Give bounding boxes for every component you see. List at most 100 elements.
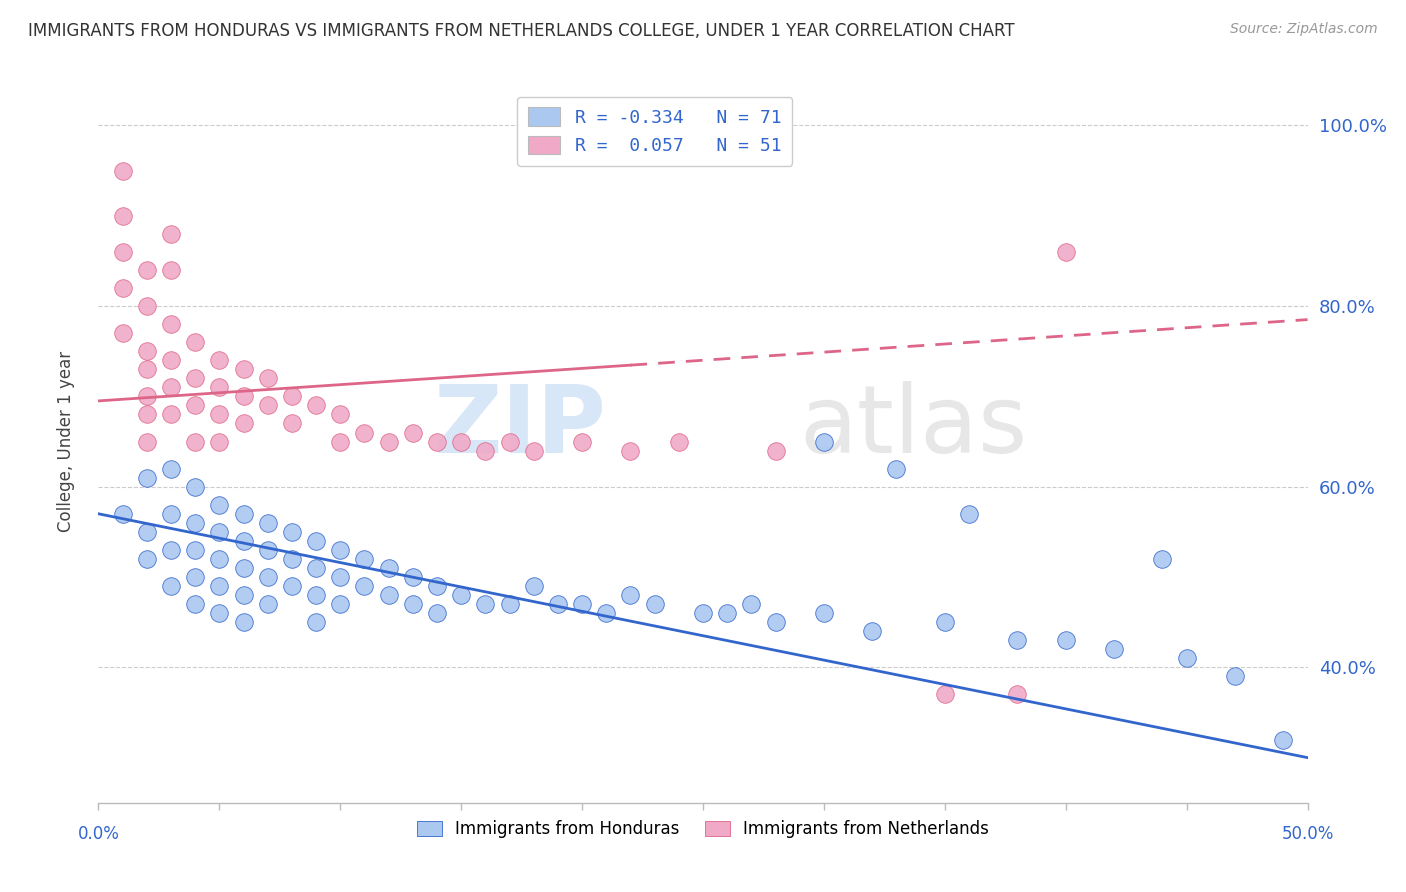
Text: 0.0%: 0.0% xyxy=(77,825,120,843)
Point xyxy=(619,588,641,602)
Legend: R = -0.334   N = 71, R =  0.057   N = 51: R = -0.334 N = 71, R = 0.057 N = 51 xyxy=(517,96,792,166)
Point xyxy=(184,480,207,494)
Point xyxy=(1007,633,1029,648)
Point xyxy=(160,461,183,475)
Point xyxy=(160,579,183,593)
Point xyxy=(135,524,157,539)
Point xyxy=(1152,552,1174,566)
Point xyxy=(232,507,254,521)
Point xyxy=(281,579,304,593)
Point xyxy=(208,552,231,566)
Point xyxy=(813,606,835,620)
Point xyxy=(450,588,472,602)
Point xyxy=(329,434,352,449)
Point xyxy=(547,597,569,611)
Point xyxy=(305,561,328,575)
Point xyxy=(523,443,546,458)
Point xyxy=(111,209,134,223)
Point xyxy=(208,498,231,512)
Point xyxy=(208,408,231,422)
Point xyxy=(281,552,304,566)
Text: IMMIGRANTS FROM HONDURAS VS IMMIGRANTS FROM NETHERLANDS COLLEGE, UNDER 1 YEAR CO: IMMIGRANTS FROM HONDURAS VS IMMIGRANTS F… xyxy=(28,22,1015,40)
Point xyxy=(232,561,254,575)
Point xyxy=(111,326,134,341)
Point xyxy=(571,434,593,449)
Point xyxy=(135,552,157,566)
Point xyxy=(402,570,425,584)
Point xyxy=(1054,633,1077,648)
Point xyxy=(934,687,956,701)
Point xyxy=(256,516,278,530)
Point xyxy=(256,542,278,557)
Point xyxy=(716,606,738,620)
Point xyxy=(450,434,472,449)
Point xyxy=(353,579,375,593)
Point xyxy=(160,317,183,331)
Point xyxy=(184,542,207,557)
Point xyxy=(135,299,157,313)
Point xyxy=(329,542,352,557)
Point xyxy=(135,344,157,359)
Point xyxy=(619,443,641,458)
Point xyxy=(1007,687,1029,701)
Point xyxy=(402,597,425,611)
Text: 50.0%: 50.0% xyxy=(1281,825,1334,843)
Point xyxy=(377,588,399,602)
Point xyxy=(281,524,304,539)
Point xyxy=(232,417,254,431)
Point xyxy=(1175,651,1198,665)
Point xyxy=(184,516,207,530)
Point xyxy=(353,552,375,566)
Point xyxy=(1102,642,1125,657)
Point xyxy=(135,408,157,422)
Point xyxy=(184,335,207,350)
Point xyxy=(353,425,375,440)
Point xyxy=(305,398,328,412)
Point xyxy=(232,588,254,602)
Point xyxy=(208,579,231,593)
Point xyxy=(135,389,157,403)
Y-axis label: College, Under 1 year: College, Under 1 year xyxy=(56,351,75,533)
Text: Source: ZipAtlas.com: Source: ZipAtlas.com xyxy=(1230,22,1378,37)
Point xyxy=(232,362,254,376)
Point xyxy=(208,434,231,449)
Point xyxy=(184,371,207,385)
Point xyxy=(498,597,520,611)
Point xyxy=(160,263,183,277)
Point xyxy=(426,434,449,449)
Point xyxy=(281,417,304,431)
Point xyxy=(160,227,183,241)
Point xyxy=(232,533,254,548)
Point xyxy=(813,434,835,449)
Point xyxy=(934,615,956,630)
Point xyxy=(765,615,787,630)
Point xyxy=(426,579,449,593)
Point xyxy=(765,443,787,458)
Point xyxy=(232,615,254,630)
Point xyxy=(329,597,352,611)
Text: atlas: atlas xyxy=(800,381,1028,473)
Point xyxy=(281,389,304,403)
Point xyxy=(571,597,593,611)
Point xyxy=(184,597,207,611)
Point xyxy=(329,408,352,422)
Point xyxy=(426,606,449,620)
Point xyxy=(111,281,134,295)
Point xyxy=(595,606,617,620)
Point xyxy=(644,597,666,611)
Point xyxy=(184,398,207,412)
Point xyxy=(498,434,520,449)
Point xyxy=(135,434,157,449)
Point xyxy=(692,606,714,620)
Point xyxy=(377,561,399,575)
Point xyxy=(377,434,399,449)
Point xyxy=(1223,669,1246,683)
Point xyxy=(135,263,157,277)
Point xyxy=(1272,732,1295,747)
Point xyxy=(160,542,183,557)
Point xyxy=(135,362,157,376)
Point xyxy=(256,398,278,412)
Point xyxy=(232,389,254,403)
Point xyxy=(474,597,496,611)
Point xyxy=(160,507,183,521)
